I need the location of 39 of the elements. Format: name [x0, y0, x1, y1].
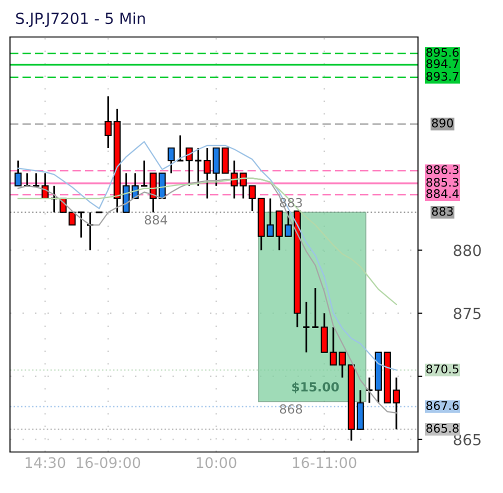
candlestick — [311, 287, 320, 328]
candlestick — [302, 301, 310, 354]
candlestick — [194, 147, 202, 187]
annotation: $15.00 — [292, 382, 339, 394]
line-series — [17, 141, 398, 371]
ref-line-label: 883 — [432, 206, 453, 216]
candlestick — [14, 160, 22, 187]
y-tick-label: 875 — [454, 308, 481, 320]
candlestick — [104, 95, 112, 149]
y-tick-label: 865 — [454, 434, 481, 446]
ref-line-label: 890 — [432, 118, 453, 128]
candlestick — [284, 210, 292, 238]
candlestick — [140, 160, 148, 187]
candlestick — [330, 326, 337, 366]
candlestick — [77, 212, 86, 238]
candlestick — [248, 185, 256, 212]
ref-line-label: 886.3 — [426, 165, 458, 174]
annotation: 884 — [144, 215, 168, 225]
x-tick-label: 10:00 — [196, 457, 236, 468]
ref-line-label: 884.4 — [426, 189, 459, 198]
ref-line-label: 893.7 — [426, 72, 458, 81]
ref-line-label: 894.7 — [426, 59, 458, 68]
chart-title: S.JP.J7201 - 5 Min — [16, 12, 145, 27]
candlestick — [186, 147, 193, 187]
candlestick — [338, 352, 346, 378]
candlestick — [392, 376, 400, 430]
annotation: 868 — [280, 404, 302, 414]
ref-line-label: 870.5 — [426, 364, 458, 374]
ref-line-label: 895.6 — [426, 48, 459, 57]
ref-line-label: 867.6 — [426, 401, 459, 410]
ref-line-label: 865.8 — [426, 424, 459, 433]
x-tick-label: 14:30 — [26, 457, 66, 468]
ref-line-label: 885.3 — [426, 178, 458, 187]
candlestick — [68, 212, 76, 226]
candlestick — [168, 147, 175, 174]
x-tick-label: 16-09:00 — [76, 457, 140, 468]
x-tick-label: 16-11:00 — [293, 457, 356, 468]
y-tick-label: 880 — [454, 244, 481, 256]
candlestick — [266, 198, 274, 238]
